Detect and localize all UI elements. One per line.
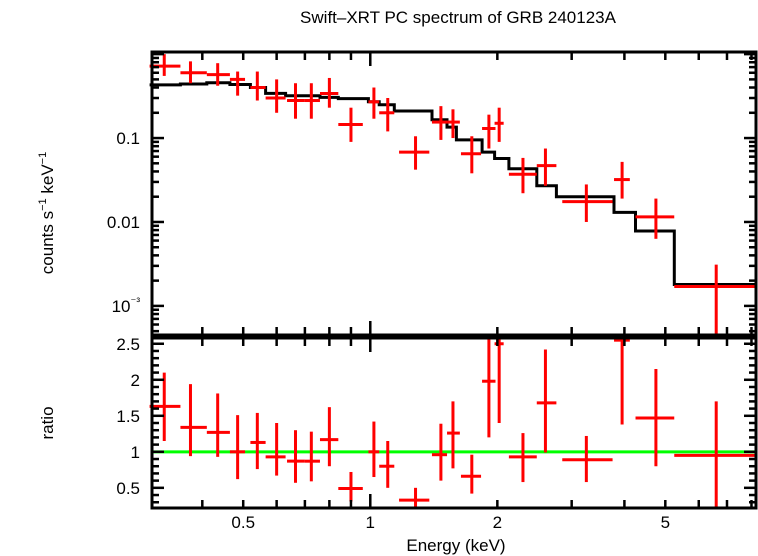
ratio-data-point <box>431 423 448 481</box>
ratio-data-point <box>562 435 613 483</box>
spectrum-data-point <box>338 107 363 142</box>
ratio-data-point <box>674 401 756 508</box>
ratio-data-point <box>304 431 320 482</box>
model-step-line <box>149 81 756 286</box>
spectrum-data-point <box>250 71 266 101</box>
ratio-y-tick-label: 1 <box>131 443 140 462</box>
x-tick-label: 0.5 <box>231 513 255 532</box>
spectrum-data-point <box>536 148 557 186</box>
ratio-data-point <box>338 471 363 502</box>
spectrum-data-point <box>180 61 207 84</box>
y-tick-label: 0.1 <box>116 129 140 148</box>
ratio-data-point <box>379 441 395 488</box>
ratio-data-point <box>206 393 230 457</box>
y-tick-label: 0.01 <box>107 213 140 232</box>
ratio-data-point <box>494 338 504 423</box>
y-tick-label-base: 10 <box>112 297 131 316</box>
ratio-data-point <box>536 349 557 453</box>
ratio-data-point <box>447 401 460 469</box>
ratio-data-point <box>614 338 630 425</box>
spectrum-data-point <box>379 98 395 132</box>
x-tick-label: 2 <box>493 513 502 532</box>
spectrum-data-point <box>206 63 230 86</box>
spectrum-data-point <box>447 109 460 139</box>
y-label-sup-2: −1 <box>37 152 49 165</box>
x-axis-label: Energy (keV) <box>406 536 505 555</box>
spectrum-frame <box>150 50 758 337</box>
x-tick-label: 5 <box>661 513 670 532</box>
ratio-data-point <box>368 421 380 478</box>
y-tick-label-exponent: ⁻³ <box>131 296 141 308</box>
ratio-data-point <box>635 368 675 467</box>
spectrum-data-point <box>399 136 430 170</box>
y-axis-label-counts: counts s−1 keV−1 <box>37 152 57 274</box>
spectrum-data-point <box>460 136 482 174</box>
ratio-data-point <box>460 454 482 494</box>
ratio-data-point <box>508 433 537 483</box>
y-label-sup-1: −1 <box>37 198 49 211</box>
spectrum-data-point <box>614 161 630 199</box>
spectrum-data-point <box>229 71 246 96</box>
x-tick-label: 1 <box>366 513 375 532</box>
ratio-y-tick-label: 2 <box>131 371 140 390</box>
ratio-panel: 0.5 1 1.5 2 2.5 0.5 1 2 5 <box>116 335 758 532</box>
ratio-data-point <box>149 372 181 442</box>
spectrum-data-point <box>674 264 756 335</box>
ratio-data-point <box>287 430 305 483</box>
spectrum-data-point <box>265 79 286 113</box>
spectrum-data-point <box>494 107 504 142</box>
ratio-y-tick-label: 0.5 <box>116 479 140 498</box>
spectrum-data-point <box>368 87 380 119</box>
ratio-data-point <box>250 412 266 470</box>
ratio-data-point <box>265 423 286 476</box>
ratio-y-tick-label: 1.5 <box>116 407 140 426</box>
spectrum-data-point <box>319 77 339 108</box>
ratio-data-point <box>180 384 207 457</box>
ratio-data-point <box>399 487 430 508</box>
ratio-data-point <box>482 338 496 438</box>
spectrum-data-point <box>508 157 537 194</box>
spectrum-panel: 0.1 0.01 10⁻³ <box>107 50 758 337</box>
spectrum-data-point <box>287 83 305 119</box>
y-axis-label-ratio: ratio <box>38 406 57 439</box>
chart-title: Swift–XRT PC spectrum of GRB 240123A <box>300 8 617 27</box>
y-label-part-kev: keV <box>38 164 57 199</box>
spectrum-data-point <box>304 83 320 119</box>
ratio-data-point <box>229 415 246 480</box>
ratio-y-tick-label: 2.5 <box>116 335 140 354</box>
spectrum-data-point <box>431 106 448 140</box>
spectrum-data-point <box>562 184 613 222</box>
spectrum-data-point <box>635 198 675 239</box>
y-label-part-counts: counts s <box>38 211 57 274</box>
y-tick-label: 10⁻³ <box>112 296 141 316</box>
ratio-data-point <box>319 407 339 467</box>
spectrum-data-point <box>482 114 496 149</box>
